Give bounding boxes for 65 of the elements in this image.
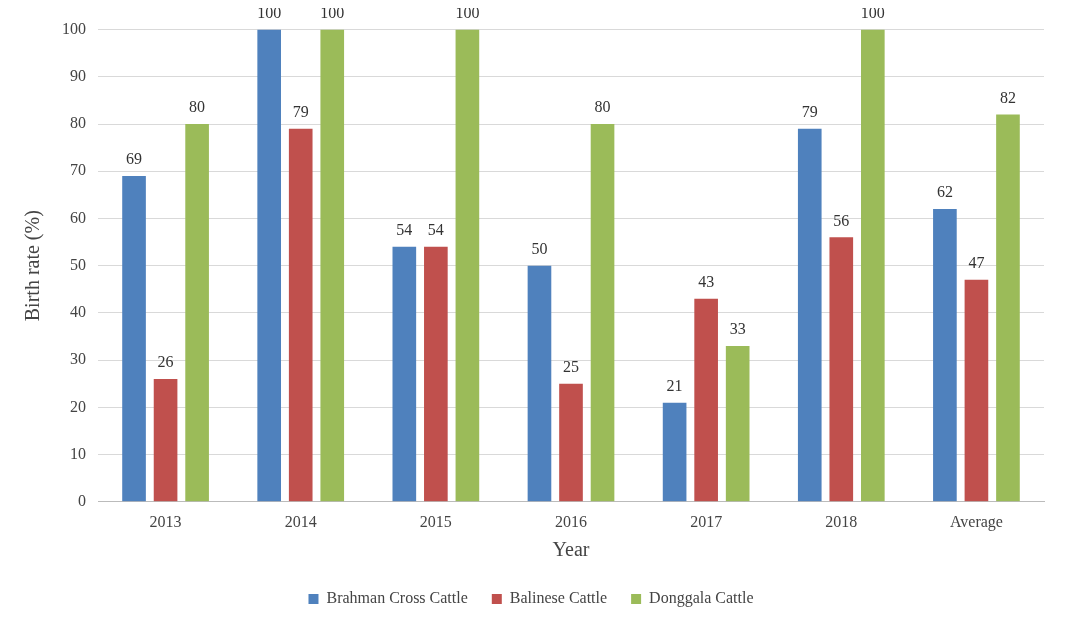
data-label: 26	[157, 353, 174, 371]
y-tick-label: 20	[70, 397, 86, 415]
bar	[153, 379, 178, 502]
bar	[424, 246, 448, 502]
data-label: 80	[189, 98, 206, 116]
bar	[662, 402, 687, 502]
y-tick-label: 30	[70, 350, 86, 368]
data-label: 80	[594, 98, 611, 116]
bar	[797, 128, 822, 502]
data-label: 50	[531, 239, 548, 257]
data-label: 100	[455, 3, 480, 21]
bar	[860, 29, 885, 502]
data-label: 82	[999, 88, 1016, 106]
bar	[964, 279, 989, 502]
data-label: 54	[427, 221, 444, 239]
legend-label: Donggala Cattle	[649, 589, 754, 608]
bar	[320, 29, 345, 502]
y-axis-title: Birth rate (%)	[21, 210, 45, 322]
y-tick-label: 100	[62, 19, 86, 37]
x-tick-label: 2018	[825, 512, 858, 530]
data-label: 43	[698, 272, 715, 290]
y-tick-label: 10	[70, 444, 86, 462]
data-label: 21	[666, 376, 683, 394]
y-tick-label: 0	[78, 492, 86, 509]
data-label: 56	[833, 211, 850, 229]
data-label: 54	[396, 221, 413, 239]
y-tick-label: 40	[70, 303, 86, 321]
bar	[829, 237, 854, 502]
bar	[392, 246, 417, 502]
x-tick-label: 2015	[419, 512, 452, 530]
y-tick-label: 70	[70, 161, 86, 179]
data-label: 100	[860, 3, 885, 21]
bar	[455, 29, 480, 502]
data-label: 69	[126, 150, 143, 168]
bar	[185, 124, 209, 502]
y-tick-label: 80	[70, 114, 86, 132]
bar	[122, 175, 146, 502]
legend-label: Brahman Cross Cattle	[326, 589, 468, 607]
bar	[559, 383, 583, 502]
data-label: 79	[801, 102, 818, 120]
bar	[527, 265, 552, 502]
bar	[288, 128, 313, 502]
data-label: 47	[968, 254, 985, 272]
bar	[590, 124, 615, 502]
x-tick-label: 2014	[284, 512, 317, 530]
data-label: 79	[292, 102, 309, 120]
data-label: 100	[257, 3, 282, 21]
data-label: 100	[320, 3, 345, 21]
bar	[257, 29, 282, 502]
data-label: 62	[936, 183, 953, 201]
x-tick-label: 2017	[690, 512, 723, 530]
x-tick-label: 2013	[149, 512, 182, 530]
bar	[694, 298, 718, 502]
data-label: 25	[563, 357, 579, 375]
legend-label: Balinese Cattle	[509, 589, 608, 607]
y-tick-label: 60	[70, 208, 86, 226]
data-label: 33	[729, 320, 746, 338]
y-tick-label: 50	[70, 255, 86, 273]
y-tick-label: 90	[70, 67, 86, 85]
bar	[933, 209, 957, 502]
x-axis-title: Year	[552, 538, 590, 561]
x-tick-label: Average	[949, 512, 1003, 531]
bar	[996, 114, 1020, 502]
bar	[725, 345, 750, 502]
x-tick-label: 2016	[555, 512, 587, 530]
